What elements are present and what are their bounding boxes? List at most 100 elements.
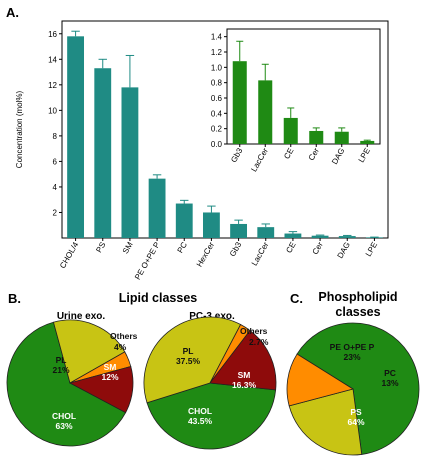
main-y-axis-label: Concentration (mol%) bbox=[15, 90, 24, 168]
y-tick-label: 1.0 bbox=[211, 63, 223, 72]
bar-pc bbox=[175, 203, 193, 238]
pie-slice-pe-o-pe-p bbox=[288, 388, 363, 456]
slice-name-label: PL bbox=[183, 346, 194, 356]
y-tick-label: 0.2 bbox=[211, 125, 223, 134]
main-bars bbox=[67, 30, 383, 239]
bar-chol-4 bbox=[67, 36, 85, 239]
slice-value-label: 4% bbox=[114, 342, 127, 352]
pie-slice-sm bbox=[209, 329, 277, 391]
slice-name-label: CHOL bbox=[52, 411, 76, 421]
panel-a-letter: A. bbox=[6, 5, 19, 20]
bar-ps bbox=[94, 68, 112, 239]
bar-laccer bbox=[258, 80, 273, 144]
y-tick-label: 12 bbox=[48, 81, 57, 90]
pie-slice-ps bbox=[296, 322, 420, 455]
bar-dag bbox=[334, 131, 349, 144]
section-c-title-line1: Phospholipid bbox=[318, 290, 397, 304]
slice-value-label: 21% bbox=[52, 365, 69, 375]
slice-value-label: 12% bbox=[101, 372, 118, 382]
bar-ce bbox=[283, 117, 298, 144]
slice-name-label: Others bbox=[240, 326, 268, 336]
panel-b-letter: B. bbox=[8, 291, 21, 306]
slice-name-label: SM bbox=[238, 370, 251, 380]
pie-urine-title: Urine exo. bbox=[57, 311, 106, 322]
x-tick-label: CE bbox=[282, 147, 295, 161]
y-tick-label: 10 bbox=[48, 106, 57, 115]
x-tick-label: DAG bbox=[330, 147, 346, 167]
x-tick-label: LPE bbox=[357, 147, 372, 165]
pie-slice-pl bbox=[143, 316, 242, 404]
slice-name-label: PL bbox=[56, 355, 67, 365]
slice-name-label: Others bbox=[110, 331, 138, 341]
x-tick-label: LPE bbox=[364, 241, 379, 259]
slice-value-label: 23% bbox=[343, 352, 360, 362]
y-tick-label: 4 bbox=[53, 183, 58, 192]
bar-gb3 bbox=[230, 223, 248, 238]
bar-dag bbox=[338, 236, 356, 238]
slice-value-label: 43.5% bbox=[188, 416, 213, 426]
x-tick-label: Cer bbox=[311, 240, 325, 256]
x-tick-label: HexCer bbox=[195, 240, 217, 268]
x-tick-label: CE bbox=[284, 241, 297, 255]
inset-plot-frame bbox=[226, 28, 381, 145]
pie-pc3-title: PC-3 exo. bbox=[189, 311, 235, 322]
main-plot-frame bbox=[61, 20, 389, 239]
pie-slice-chol bbox=[6, 321, 127, 447]
x-tick-label: PS bbox=[94, 241, 107, 255]
x-tick-label: PC bbox=[176, 240, 189, 254]
inset-y-axis: 0.0 0.2 0.4 0.6 0.8 1.0 1.2 1.4 bbox=[211, 33, 227, 149]
x-tick-label: LacCer bbox=[249, 146, 270, 173]
inset-bars bbox=[232, 40, 375, 145]
slice-value-label: 63% bbox=[55, 421, 72, 431]
x-tick-label: LacCer bbox=[250, 240, 271, 267]
section-b-title: Lipid classes bbox=[119, 291, 198, 305]
x-tick-label: CHOL/4 bbox=[58, 240, 81, 270]
y-tick-label: 1.2 bbox=[211, 48, 223, 57]
y-tick-label: 16 bbox=[48, 30, 57, 39]
slice-value-label: 13% bbox=[381, 378, 398, 388]
slice-value-label: 2.7% bbox=[249, 337, 269, 347]
slice-name-label: PC bbox=[384, 368, 396, 378]
pie-slice-chol bbox=[146, 382, 277, 450]
x-tick-label: PE O+PE P bbox=[133, 241, 162, 282]
bar-cer bbox=[309, 130, 324, 144]
slice-name-label: PS bbox=[350, 407, 362, 417]
y-tick-label: 0.8 bbox=[211, 79, 223, 88]
main-y-axis: 2 4 6 8 10 12 14 16 bbox=[48, 30, 62, 217]
panel-c-letter: C. bbox=[290, 291, 303, 306]
bar-laccer bbox=[257, 227, 275, 238]
y-tick-label: 0.4 bbox=[211, 109, 223, 118]
pie-slice-pc bbox=[286, 353, 354, 407]
y-tick-label: 14 bbox=[48, 55, 57, 64]
bar-lpe bbox=[360, 140, 375, 144]
pie-slice-sm bbox=[68, 365, 134, 414]
x-tick-label: DAG bbox=[336, 241, 352, 261]
bar-gb3 bbox=[232, 61, 247, 145]
slice-value-label: 64% bbox=[347, 417, 364, 427]
slice-value-label: 37.5% bbox=[176, 356, 201, 366]
slice-value-label: 16.3% bbox=[232, 380, 257, 390]
bar-lpe bbox=[365, 237, 383, 238]
section-c-title-line2: classes bbox=[335, 305, 380, 319]
inset-bar-chart: 0.0 0.2 0.4 0.6 0.8 1.0 1.2 1.4 Gb3 LacCer CE Cer D… bbox=[211, 28, 381, 173]
y-tick-label: 1.4 bbox=[211, 33, 223, 42]
y-tick-label: 0.6 bbox=[211, 94, 223, 103]
pie-slice-pl bbox=[52, 319, 126, 384]
x-tick-label: Gb3 bbox=[229, 146, 245, 164]
bar-pe-o-pe-p bbox=[148, 178, 166, 238]
slice-name-label: PE O+PE P bbox=[330, 342, 375, 352]
x-tick-label: Gb3 bbox=[228, 240, 244, 258]
y-tick-label: 0.0 bbox=[211, 140, 223, 149]
x-tick-label: SM bbox=[121, 240, 135, 255]
bar-ce bbox=[284, 233, 302, 238]
y-tick-label: 8 bbox=[53, 132, 58, 141]
inset-x-axis: Gb3 LacCer CE Cer DAG LPE bbox=[229, 144, 372, 173]
bar-cer bbox=[311, 235, 329, 238]
y-tick-label: 2 bbox=[53, 208, 58, 217]
